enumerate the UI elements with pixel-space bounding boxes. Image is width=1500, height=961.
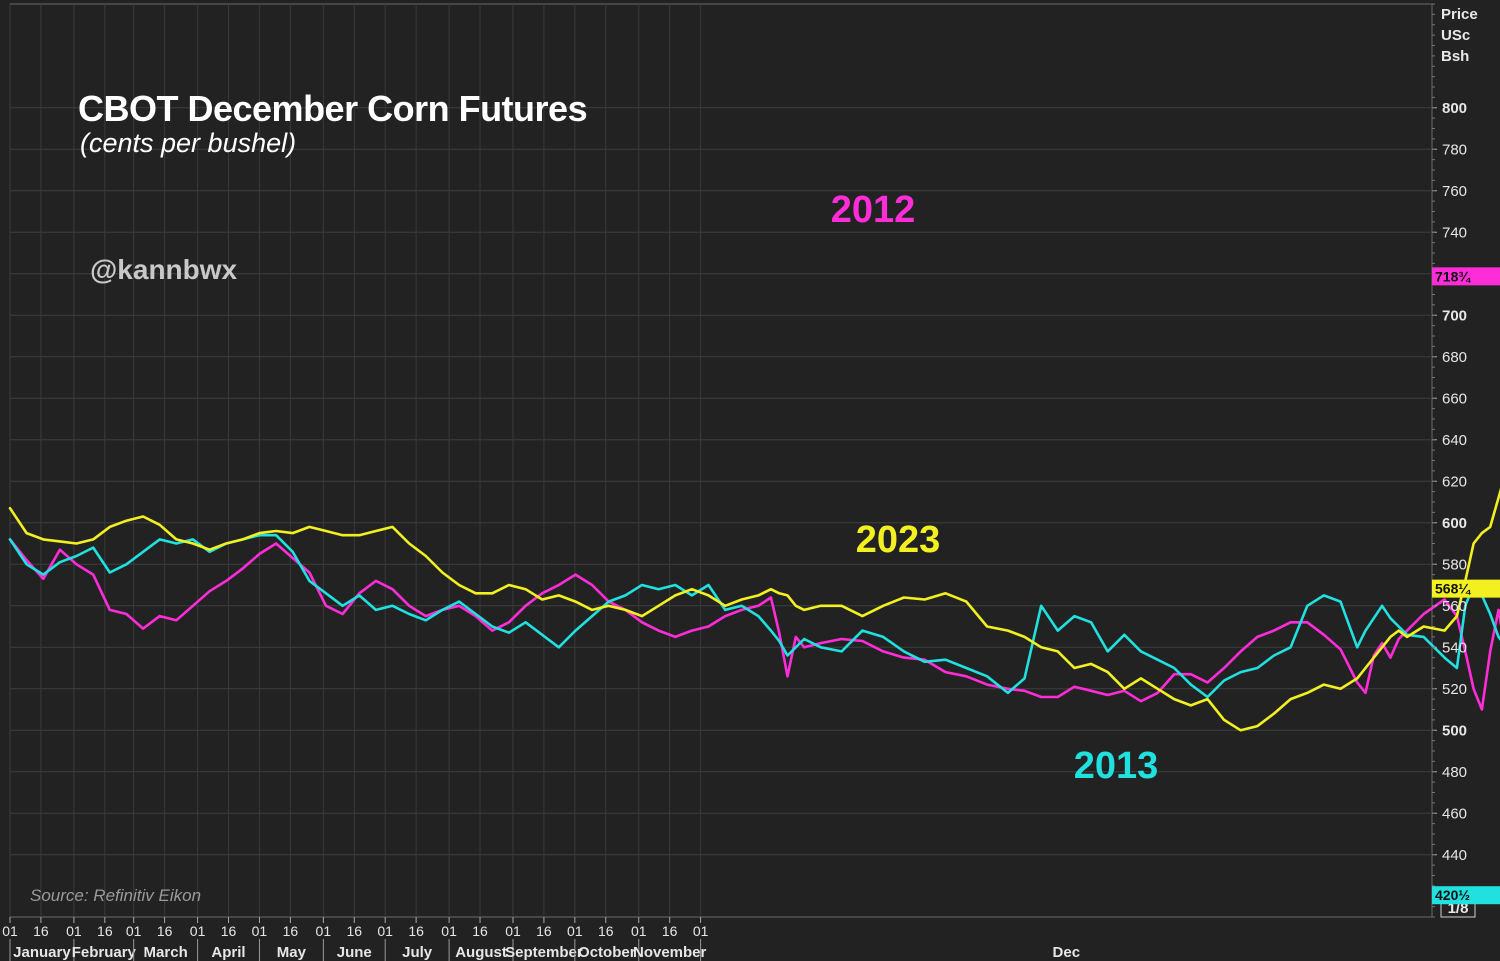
x-day-tick-label: 16	[157, 923, 173, 939]
month-label: November	[633, 944, 707, 961]
series-line-2013	[8, 533, 1500, 699]
x-day-tick-label: 16	[283, 923, 299, 939]
x-day-tick-label: 01	[441, 923, 457, 939]
last-value-label-2023: 568¼	[1435, 581, 1471, 597]
y-tick-label: 480	[1442, 764, 1467, 781]
series-label-2023: 2023	[856, 519, 941, 561]
y-tick-label: 700	[1442, 307, 1467, 324]
y-tick-label: 440	[1442, 847, 1467, 864]
y-axis-label-line: USc	[1441, 27, 1471, 44]
y-tick-label: 620	[1442, 473, 1467, 490]
series-layer: 2012 2013 2023	[8, 189, 1500, 787]
y-tick-label: 460	[1442, 805, 1467, 822]
x-day-tick-label: 01	[377, 923, 393, 939]
y-tick-label: 660	[1442, 390, 1467, 407]
last-value-label-2012: 718¾	[1435, 268, 1471, 284]
month-label: January	[13, 944, 71, 961]
source-note: Source: Refinitiv Eikon	[30, 886, 202, 905]
x-day-tick-label: 16	[536, 923, 552, 939]
month-label: October	[578, 944, 636, 961]
y-axis-label-line: Bsh	[1441, 48, 1470, 65]
x-day-tick-label: 16	[33, 923, 49, 939]
y-tick-label: 740	[1442, 224, 1467, 241]
month-label: September	[505, 944, 583, 961]
month-label: February	[72, 944, 137, 961]
x-day-tick-label: 01	[66, 923, 82, 939]
y-tick-label: 800	[1442, 100, 1467, 117]
x-day-tick-label: 01	[631, 923, 647, 939]
x-day-tick-label: 16	[408, 923, 424, 939]
y-tick-label: 540	[1442, 639, 1467, 656]
x-day-tick-label: 16	[472, 923, 488, 939]
month-label: Dec	[1053, 944, 1081, 961]
y-tick-label: 500	[1442, 722, 1467, 739]
x-day-tick-label: 01	[693, 923, 709, 939]
x-day-tick-label: 16	[346, 923, 362, 939]
y-tick-label: 680	[1442, 349, 1467, 366]
axis-layer: 440 460 480 500 520 540 560 580 600 620 640 660 680 7…	[2, 3, 1500, 961]
x-day-tick-label: 01	[316, 923, 332, 939]
x-day-tick-label: 01	[190, 923, 206, 939]
y-tick-label: 600	[1442, 515, 1467, 532]
month-label: August	[455, 944, 507, 961]
y-tick-label: 780	[1442, 141, 1467, 158]
last-value-flag-2013	[1432, 886, 1500, 905]
month-label: July	[402, 944, 433, 961]
y-tick-label: 560	[1442, 598, 1467, 615]
chart-title: CBOT December Corn Futures	[78, 88, 588, 129]
y-tick-label: 520	[1442, 681, 1467, 698]
month-label: May	[277, 944, 307, 961]
y-tick-label: 580	[1442, 556, 1467, 573]
y-axis-label-line: Price	[1441, 6, 1478, 23]
x-day-tick-label: 16	[97, 923, 113, 939]
series-label-2012: 2012	[831, 189, 916, 231]
series-line-2012	[8, 538, 1500, 711]
chart-subtitle: (cents per bushel)	[80, 128, 297, 158]
series-line-2023	[8, 487, 1500, 732]
x-day-tick-label: 01	[567, 923, 583, 939]
x-day-tick-label: 01	[126, 923, 142, 939]
series-label-2013: 2013	[1074, 745, 1159, 787]
corner-label: 1/8	[1448, 900, 1469, 917]
y-tick-label: 640	[1442, 432, 1467, 449]
x-day-tick-label: 01	[505, 923, 521, 939]
month-label: March	[144, 944, 188, 961]
x-day-tick-label: 01	[252, 923, 268, 939]
x-day-tick-label: 16	[598, 923, 614, 939]
month-label: June	[337, 944, 372, 961]
month-label: April	[211, 944, 245, 961]
x-day-tick-label: 01	[2, 923, 18, 939]
last-value-flag-2023	[1432, 579, 1500, 598]
last-value-label-2013: 420½	[1435, 887, 1470, 903]
y-tick-label: 760	[1442, 183, 1467, 200]
last-value-flag-2012	[1432, 267, 1500, 286]
x-day-tick-label: 16	[221, 923, 237, 939]
watermark-handle: @kannbwx	[90, 254, 238, 285]
x-day-tick-label: 16	[662, 923, 678, 939]
grid-lines	[9, 3, 1433, 918]
